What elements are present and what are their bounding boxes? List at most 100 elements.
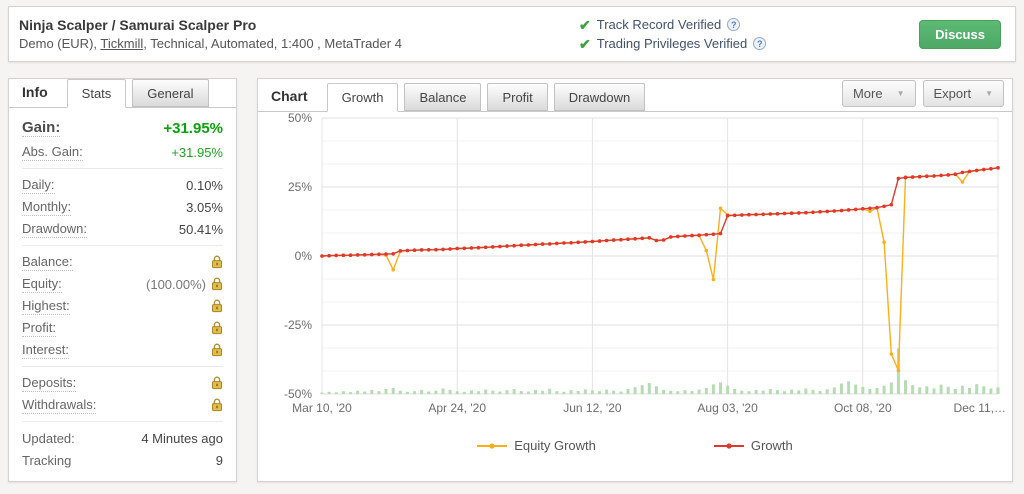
help-icon[interactable]: ? — [727, 18, 741, 31]
growth-chart[interactable]: 50% 25% 0% -25% -50%Mar 10, '20 Apr 24, '20 Ju… — [258, 112, 1012, 430]
stat-row-abs-gain: Abs. Gain: +31.95% — [22, 141, 223, 163]
svg-text:Aug 03, '20: Aug 03, '20 — [697, 401, 758, 415]
svg-text:Dec 11,…: Dec 11,… — [954, 401, 1006, 415]
drawdown-label: Drawdown: — [22, 221, 88, 238]
more-button[interactable]: More ▼ — [841, 79, 916, 107]
divider — [22, 168, 223, 169]
divider — [22, 366, 223, 367]
lock-icon — [211, 255, 223, 269]
daily-value: 0.10% — [186, 177, 223, 193]
account-header: Ninja Scalper / Samurai Scalper Pro Demo… — [8, 6, 1016, 62]
account-title: Ninja Scalper / Samurai Scalper Pro — [19, 17, 257, 33]
tracking-value: 9 — [215, 452, 223, 468]
help-icon[interactable]: ? — [753, 37, 767, 50]
divider — [22, 421, 223, 422]
chevron-down-icon: ▼ — [985, 88, 993, 98]
updated-value: 4 Minutes ago — [141, 430, 223, 446]
svg-text:Oct 08, '20: Oct 08, '20 — [834, 401, 892, 415]
interest-label: Interest: — [22, 342, 69, 359]
chevron-down-icon: ▼ — [896, 88, 905, 98]
withdrawals-label: Withdrawals: — [22, 397, 97, 414]
lock-icon — [211, 277, 223, 291]
tab-balance[interactable]: Balance — [404, 83, 482, 111]
chart-panel-title: Chart — [271, 88, 308, 104]
updated-label: Updated: — [22, 430, 75, 446]
abs-gain-value: +31.95% — [171, 144, 223, 160]
equity-label: Equity: — [22, 276, 62, 293]
equity-growth-swatch-icon — [477, 442, 508, 449]
legend-item-growth[interactable]: Growth — [713, 438, 793, 453]
growth-chart-area[interactable]: 50% 25% 0% -25% -50% Mar 10, '20 Apr 24, '20 Ju… — [258, 112, 1012, 430]
deposits-label: Deposits: — [22, 375, 77, 392]
stat-row-withdrawals: Withdrawals: — [22, 394, 223, 416]
sidebar-title: Info — [22, 84, 48, 100]
stat-row-updated: Updated: 4 Minutes ago — [22, 427, 223, 449]
tab-drawdown[interactable]: Drawdown — [553, 83, 646, 111]
drawdown-value: 50.41% — [178, 221, 223, 237]
tab-profit[interactable]: Profit — [487, 83, 548, 111]
monthly-label: Monthly: — [22, 199, 72, 216]
track-record-verified-label: Track Record Verified — [596, 17, 722, 32]
stat-row-drawdown: Drawdown: 50.41% — [22, 218, 223, 240]
account-subtitle-prefix: Demo (EUR), — [19, 36, 101, 51]
divider — [22, 245, 223, 246]
svg-text:Jun 12, '20: Jun 12, '20 — [563, 401, 622, 415]
lock-icon — [211, 343, 223, 357]
abs-gain-label: Abs. Gain: — [22, 144, 83, 161]
stat-row-deposits: Deposits: — [22, 372, 223, 394]
tab-growth[interactable]: Growth — [326, 83, 399, 112]
checkmark-icon: ✔ — [579, 16, 591, 33]
tab-general[interactable]: General — [132, 79, 209, 107]
export-button[interactable]: Export ▼ — [922, 79, 1004, 107]
monthly-value: 3.05% — [186, 199, 223, 215]
svg-text:25%: 25% — [288, 180, 312, 194]
trading-privileges-verified-label: Trading Privileges Verified — [596, 36, 748, 51]
svg-text:0%: 0% — [295, 249, 313, 263]
legend-item-equity-growth[interactable]: Equity Growth — [477, 438, 596, 453]
chart-panel: Chart Growth Balance Profit Drawdown Mor… — [257, 78, 1013, 482]
balance-label: Balance: — [22, 254, 73, 271]
svg-text:Apr 24, '20: Apr 24, '20 — [428, 401, 486, 415]
stat-row-highest: Highest: — [22, 295, 223, 317]
sidebar-tabs: Info Stats General — [9, 79, 236, 108]
svg-text:-25%: -25% — [284, 318, 312, 332]
stat-row-tracking: Tracking 9 — [22, 449, 223, 471]
lock-icon — [211, 398, 223, 412]
stat-row-gain: Gain: +31.95% — [22, 115, 223, 141]
gain-label: Gain: — [22, 119, 61, 137]
chart-tabs: Chart Growth Balance Profit Drawdown Mor… — [258, 79, 1012, 112]
lock-icon — [211, 376, 223, 390]
broker-link[interactable]: Tickmill — [100, 36, 144, 51]
daily-label: Daily: — [22, 177, 55, 194]
account-subtitle-suffix: , Technical, Automated, 1:400 , MetaTrad… — [143, 36, 402, 51]
gain-value: +31.95% — [163, 119, 223, 137]
account-titles: Ninja Scalper / Samurai Scalper Pro Demo… — [19, 17, 579, 51]
track-record-verified-row: ✔ Track Record Verified ? — [579, 17, 766, 32]
discuss-button[interactable]: Discuss — [919, 19, 1001, 49]
stat-row-profit: Profit: — [22, 317, 223, 339]
stat-row-monthly: Monthly: 3.05% — [22, 196, 223, 218]
highest-label: Highest: — [22, 298, 70, 315]
stats-list: Gain: +31.95% Abs. Gain: +31.95% Daily: … — [9, 108, 236, 471]
stat-row-balance: Balance: — [22, 251, 223, 273]
tracking-label: Tracking — [22, 452, 72, 468]
account-subtitle: Demo (EUR), Tickmill, Technical, Automat… — [19, 36, 579, 51]
stat-row-interest: Interest: — [22, 339, 223, 361]
svg-text:50%: 50% — [288, 112, 312, 125]
lock-icon — [211, 299, 223, 313]
chart-actions: More ▼ Export ▼ — [841, 79, 1004, 107]
equity-value: (100.00%) — [146, 276, 206, 292]
stat-row-equity: Equity: (100.00%) — [22, 273, 223, 295]
svg-text:-50%: -50% — [284, 387, 312, 401]
chart-legend: Equity Growth Growth — [258, 438, 1012, 453]
lock-icon — [211, 321, 223, 335]
svg-text:Mar 10, '20: Mar 10, '20 — [292, 401, 352, 415]
stat-row-daily: Daily: 0.10% — [22, 174, 223, 196]
info-sidebar: Info Stats General Gain: +31.95% Abs. Ga… — [8, 78, 237, 482]
tab-stats[interactable]: Stats — [66, 79, 127, 108]
profit-label: Profit: — [22, 320, 56, 337]
verification-badges: ✔ Track Record Verified ? ✔ Trading Priv… — [579, 17, 767, 52]
checkmark-icon: ✔ — [579, 35, 591, 52]
growth-swatch-icon — [713, 442, 744, 449]
trading-privileges-verified-row: ✔ Trading Privileges Verified ? — [579, 35, 767, 52]
